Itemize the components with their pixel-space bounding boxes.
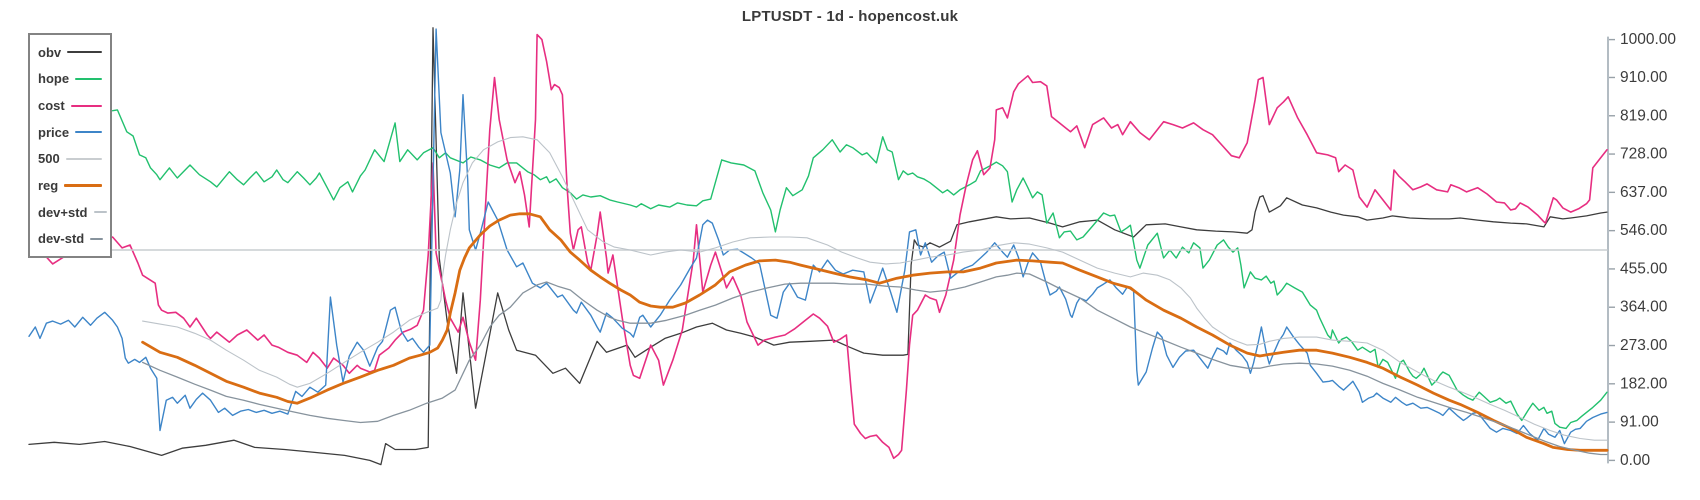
- legend-swatch-reg: [64, 183, 102, 187]
- legend-item-price: price: [38, 126, 104, 139]
- legend-label-cost: cost: [38, 98, 65, 114]
- legend-label-500: 500: [38, 151, 60, 167]
- series-reg: [141, 212, 1609, 452]
- y-axis-label: 637.00: [1620, 184, 1668, 201]
- legend-item-cost: cost: [38, 99, 104, 112]
- legend-item-dev+std: dev+std: [38, 204, 107, 220]
- legend-swatch-cost: [70, 104, 102, 107]
- y-axis-label: 91.00: [1620, 414, 1659, 431]
- legend-swatch-dev-std: [90, 237, 104, 240]
- y-axis-label: 455.00: [1620, 260, 1668, 277]
- legend-label-price: price: [38, 124, 70, 140]
- legend-swatch-500: [65, 157, 102, 160]
- series-cost: [29, 33, 1608, 460]
- legend-item-reg: reg: [38, 179, 104, 192]
- y-axis-label: 0.00: [1620, 452, 1651, 469]
- legend-label-hope: hope: [38, 71, 70, 87]
- legend-label-dev+std: dev+std: [38, 204, 88, 220]
- series-hope: [111, 109, 1608, 430]
- series-obv: [28, 27, 1608, 466]
- legend: obv hope cost price 500 reg dev+std dev-std: [28, 33, 112, 258]
- legend-item-hope: hope: [38, 72, 104, 85]
- series-dev+std: [142, 136, 1608, 441]
- legend-swatch-obv: [67, 51, 102, 54]
- legend-label-obv: obv: [38, 44, 62, 60]
- legend-item-500: 500: [38, 152, 104, 165]
- legend-swatch-price: [75, 131, 102, 134]
- y-axis-label: 728.00: [1620, 146, 1668, 163]
- series-dev-std: [141, 272, 1608, 456]
- legend-swatch-hope: [75, 77, 102, 80]
- y-axis-label: 1000.00: [1620, 31, 1676, 48]
- legend-label-reg: reg: [38, 177, 59, 193]
- series-price: [28, 28, 1608, 445]
- chart-title: LPTUSDT - 1d - hopencost.uk: [741, 8, 959, 25]
- y-axis-label: 819.00: [1620, 107, 1668, 124]
- y-axis-label: 546.00: [1620, 222, 1668, 239]
- legend-item-dev-std: dev-std: [38, 232, 104, 245]
- legend-item-obv: obv: [38, 46, 104, 59]
- y-axis-label: 364.00: [1620, 299, 1668, 316]
- y-axis-label: 182.00: [1620, 375, 1668, 392]
- legend-swatch-dev+std: [93, 211, 107, 214]
- legend-label-dev-std: dev-std: [38, 231, 85, 247]
- y-axis-label: 273.00: [1620, 337, 1668, 354]
- y-axis-label: 910.00: [1620, 69, 1668, 86]
